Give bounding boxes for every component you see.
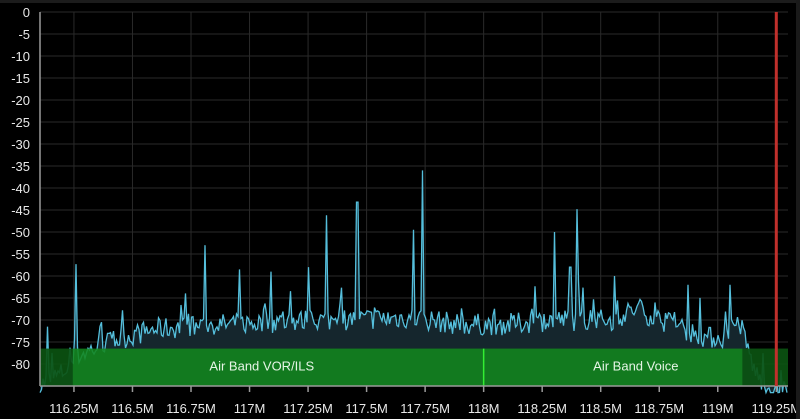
y-tick-label: -25 bbox=[11, 115, 30, 130]
axes bbox=[39, 12, 788, 392]
band-rect bbox=[40, 348, 484, 386]
y-tick-label: -80 bbox=[11, 357, 30, 372]
band-plan: Air Band VOR/ILS Air Band Voice bbox=[40, 348, 788, 386]
spectrum-line bbox=[39, 170, 788, 395]
y-tick-label: -70 bbox=[11, 313, 30, 328]
band-edge-right bbox=[742, 348, 788, 386]
scrollbar[interactable] bbox=[796, 0, 800, 419]
y-tick-label: -45 bbox=[11, 203, 30, 218]
x-tick-label: 117.25M bbox=[283, 401, 333, 416]
y-tick-label: -60 bbox=[11, 269, 30, 284]
y-tick-label: -55 bbox=[11, 247, 30, 262]
x-tick-label: 116.25M bbox=[49, 401, 99, 416]
band-edge-left bbox=[40, 348, 73, 386]
band-label: Air Band VOR/ILS bbox=[209, 359, 314, 374]
y-tick-label: -15 bbox=[11, 71, 30, 86]
x-tick-label: 118.25M bbox=[517, 401, 567, 416]
x-tick-label: 118.5M bbox=[580, 401, 622, 416]
y-tick-label: 0 bbox=[23, 5, 30, 20]
y-tick-label: -65 bbox=[11, 291, 30, 306]
y-tick-label: -40 bbox=[11, 181, 30, 196]
y-tick-label: -35 bbox=[11, 159, 30, 174]
band-rect bbox=[483, 348, 788, 386]
y-tick-label: -50 bbox=[11, 225, 30, 240]
y-tick-label: -75 bbox=[11, 335, 30, 350]
x-tick-label: 118M bbox=[468, 401, 500, 416]
y-tick-label: -20 bbox=[11, 93, 30, 108]
frequency-marker[interactable] bbox=[774, 12, 778, 386]
x-axis-labels: 116.25M 116.5M 116.75M 117M 117.25M 117.5M 117… bbox=[49, 401, 800, 416]
x-tick-label: 116.5M bbox=[111, 401, 153, 416]
band-0[interactable]: Air Band VOR/ILS bbox=[40, 348, 484, 386]
x-tick-label: 118.75M bbox=[634, 401, 684, 416]
top-bar bbox=[0, 0, 800, 3]
x-tick-label: 117.5M bbox=[345, 401, 387, 416]
y-axis-labels: 0 -5 -10 -15 -20 -25 -30 -35 -40 -45 -50 -55 -60 -65 -… bbox=[11, 5, 30, 372]
band-1[interactable]: Air Band Voice bbox=[483, 348, 788, 386]
y-tick-label: -10 bbox=[11, 49, 30, 64]
y-tick-label: -5 bbox=[18, 27, 30, 42]
band-label: Air Band Voice bbox=[593, 359, 678, 374]
x-tick-label: 117.75M bbox=[400, 401, 450, 416]
spectrum-trace bbox=[39, 170, 788, 395]
x-tick-label: 119.25M bbox=[751, 401, 800, 416]
x-tick-label: 116.75M bbox=[166, 401, 216, 416]
x-tick-label: 117M bbox=[234, 401, 266, 416]
y-tick-label: -30 bbox=[11, 137, 30, 152]
x-tick-label: 119M bbox=[702, 401, 734, 416]
